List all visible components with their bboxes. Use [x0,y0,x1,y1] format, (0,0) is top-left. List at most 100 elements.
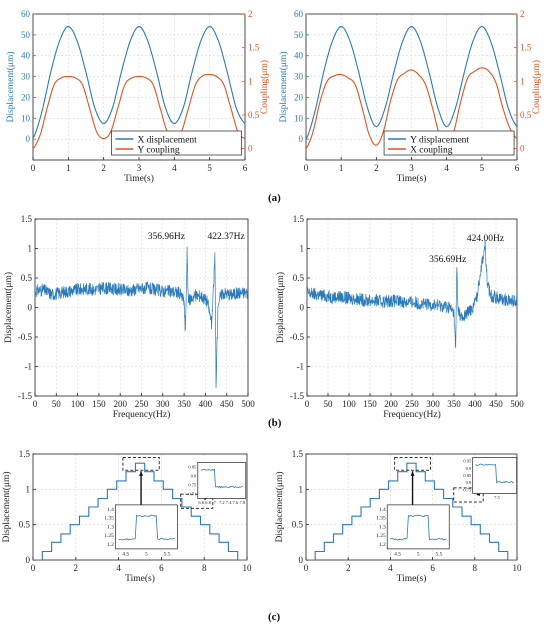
y-tick-label: 1 [26,484,31,494]
legend-entry: X displacement [137,136,197,146]
y-tick-label: -0.5 [290,332,305,342]
x-tick-label: 500 [510,399,524,409]
inset-step-x-tick-label: 7 [214,500,217,505]
inset-step-frame [472,457,518,494]
y-tick-label: 0.5 [292,520,304,530]
y-tick-label: 50 [294,30,304,40]
y-tick-label: 0 [299,555,304,565]
x-tick-label: 50 [324,399,334,409]
inset-peak-y-tick-label: 1.25 [376,533,386,539]
y2-tick-label: 2 [520,9,525,19]
x-tick-label: 1 [339,163,344,173]
inset-step-y-tick-label: 0.95 [463,459,472,464]
x-tick-label: 8 [473,563,478,573]
x-tick-label: 0 [304,163,309,173]
x-tick-label: 2 [346,563,351,573]
inset-step-x-tick-label: 7.2 [219,500,225,505]
inset-peak-y-tick-label: 1.2 [107,542,114,548]
inset-peak-signal [118,514,175,541]
y-axis-label: Displacement(μm) [1,471,12,542]
x-tick-label: 4 [172,163,177,173]
y-tick-label: 0.5 [19,520,31,530]
x-tick-label: 6 [159,563,164,573]
x-tick-label: 50 [52,399,62,409]
legend-box [111,130,242,156]
y-tick-label: 0 [28,303,33,313]
y2-tick-label: 1.5 [248,43,260,53]
x-tick-label: 6 [430,563,435,573]
y-tick-label: 20 [21,92,31,102]
y2-tick-label: 0.5 [248,110,260,120]
y2-axis-label: Coupling(μm) [259,60,270,114]
x-tick-label: 300 [426,399,440,409]
x-tick-label: 1 [66,163,71,173]
inset-peak-x-tick-label: 5 [145,551,148,557]
y-tick-label: 0 [26,555,31,565]
x-tick-label: 200 [384,399,398,409]
peak-annotation: 422.37Hz [208,232,245,242]
zoom-arrow-head [139,471,144,476]
inset-step-y-tick-label: 0.75 [188,482,197,487]
inset-step-y-tick-label: 0.71 [188,491,196,496]
caption-c: (c) [268,611,281,623]
y-tick-label: 20 [294,92,304,102]
inset-peak-y-tick-label: 1.4 [107,507,114,513]
y-tick-label: 10 [294,113,304,123]
x-tick-label: 2 [101,163,106,173]
y-tick-label: 0 [26,134,31,144]
y-tick-label: 1.5 [292,449,304,459]
zoom-arrow-head [410,471,415,476]
inset-peak-frame [386,504,450,550]
y-tick-label: -0.5 [18,332,33,342]
y-tick-label: 30 [21,72,31,82]
caption-a: (a) [268,192,281,204]
zoom-highlight-box [394,457,431,471]
legend-entry: X coupling [410,146,453,156]
series-line-y-coupling [33,73,245,149]
peak-annotation: 424.00Hz [467,234,504,244]
x-axis-label: Frequency(Hz) [113,409,171,420]
x-tick-label: 0 [31,563,36,573]
x-tick-label: 100 [342,399,356,409]
y-tick-label: 0 [300,303,305,313]
series-line-signal [33,462,247,560]
peak-annotation: 356.96Hz [148,232,185,242]
inset-peak-y-tick-label: 1.3 [107,524,114,530]
inset-step-y-tick-label: 0.8 [191,473,197,478]
inset-peak-x-tick-label: 5.5 [164,551,171,557]
inset-step-y-tick-label: 0.85 [188,464,197,469]
legend-box [383,130,515,156]
y-tick-label: -1 [297,362,305,372]
y2-tick-label: 1 [520,76,525,86]
series-line-x-coupling [306,67,517,149]
y-axis-label: Displacement(μm) [278,51,289,122]
x-tick-label: 3 [409,163,414,173]
series-line-y-displacement [306,25,517,140]
x-tick-label: 6 [515,163,520,173]
peak-annotation: 356.69Hz [429,255,466,265]
x-tick-label: 0 [31,163,36,173]
inset-step-signal [200,468,243,489]
series-line-x-displacement [33,25,245,139]
legend-entry: Y coupling [137,146,179,156]
y-tick-label: 10 [21,113,31,123]
y-tick-label: 40 [21,51,31,61]
x-tick-label: 0 [305,399,310,409]
inset-step-x-tick-label: 6.8 [205,500,211,505]
x-tick-label: 4 [388,563,393,573]
y-tick-label: 1 [300,244,305,254]
y-tick-label: -1.5 [18,391,33,401]
y-tick-label: 30 [294,72,304,82]
series-line-signal [306,462,517,560]
axes-frame [305,453,518,561]
x-tick-label: 250 [405,399,419,409]
y2-tick-label: 0.5 [520,110,532,120]
zoom-highlight-box [122,457,160,471]
x-tick-label: 250 [135,399,149,409]
y-axis-label: Displacement(μm) [275,272,286,343]
x-tick-label: 8 [202,563,207,573]
x-tick-label: 10 [243,563,253,573]
y-tick-label: 0.5 [293,273,305,283]
y-tick-label: 0 [299,134,304,144]
series-line-signal [307,239,517,348]
